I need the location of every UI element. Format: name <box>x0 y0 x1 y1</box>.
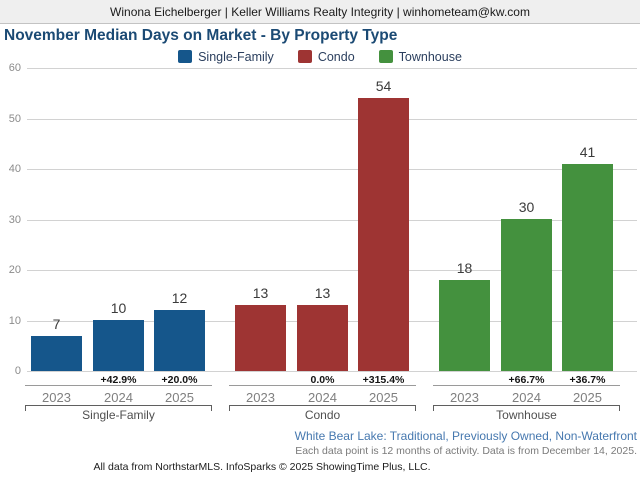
bar-pct-change-label: +20.0% <box>161 374 198 386</box>
group-bracket <box>433 405 620 411</box>
gridline <box>27 270 637 271</box>
legend-swatch-townhouse <box>378 50 393 63</box>
gridline <box>27 119 637 120</box>
x-axis-year-label: 2024 <box>104 390 133 405</box>
bar <box>31 336 82 371</box>
bar-value-label: 7 <box>52 316 61 332</box>
chart-title: November Median Days on Market - By Prop… <box>4 27 398 44</box>
footer-attribution: All data from NorthstarMLS. InfoSparks ©… <box>93 461 431 473</box>
legend-item: Condo <box>297 49 355 64</box>
legend-swatch-single-family <box>178 50 193 63</box>
group-bracket <box>25 405 212 411</box>
x-axis-year-label: 2025 <box>165 390 194 405</box>
group-axis-line <box>433 385 620 386</box>
y-axis-label: 40 <box>8 163 21 175</box>
legend-label: Single-Family <box>198 49 274 64</box>
gridline <box>27 220 637 221</box>
legend-label: Condo <box>317 49 355 64</box>
x-axis-year-label: 2023 <box>42 390 71 405</box>
bar <box>501 219 552 371</box>
bar-value-label: 18 <box>456 260 473 276</box>
bar <box>358 98 409 371</box>
bar-pct-change-label: +66.7% <box>508 374 545 386</box>
y-axis-label: 30 <box>8 214 21 226</box>
gridline <box>27 68 637 69</box>
group-name-label: Condo <box>304 408 341 422</box>
legend-item: Townhouse <box>378 49 462 64</box>
group-name-label: Single-Family <box>82 408 155 422</box>
bar <box>154 310 205 371</box>
footer-location-filter: White Bear Lake: Traditional, Previously… <box>294 429 637 443</box>
footer-data-note: Each data point is 12 months of activity… <box>295 445 637 457</box>
agent-contact-text: Winona Eichelberger | Keller Williams Re… <box>110 4 530 19</box>
legend-label: Townhouse <box>398 49 462 64</box>
group-axis-line <box>25 385 212 386</box>
bar-pct-change-label: 0.0% <box>310 374 335 386</box>
bar <box>93 320 144 371</box>
group-bracket <box>229 405 416 411</box>
gridline <box>27 169 637 170</box>
x-axis-year-label: 2024 <box>512 390 541 405</box>
gridline <box>27 371 637 372</box>
bar-pct-change-label: +315.4% <box>362 374 405 386</box>
y-axis-label: 50 <box>8 113 21 125</box>
bar <box>235 305 286 371</box>
agent-header-bar: Winona Eichelberger | Keller Williams Re… <box>0 0 640 24</box>
x-axis-year-label: 2025 <box>573 390 602 405</box>
bar-value-label: 30 <box>518 199 535 215</box>
x-axis-year-label: 2023 <box>246 390 275 405</box>
bar-value-label: 41 <box>579 144 596 160</box>
bar <box>297 305 348 371</box>
legend-swatch-condo <box>297 50 312 63</box>
y-axis-label: 10 <box>8 315 21 327</box>
bar-value-label: 13 <box>314 285 331 301</box>
group-axis-line <box>229 385 416 386</box>
x-axis-year-label: 2024 <box>308 390 337 405</box>
bar-value-label: 12 <box>171 290 188 306</box>
bar-value-label: 10 <box>110 300 127 316</box>
bar <box>562 164 613 371</box>
bar <box>439 280 490 371</box>
group-name-label: Townhouse <box>496 408 557 422</box>
chart-legend: Single-Family Condo Townhouse <box>0 48 640 65</box>
x-axis-year-label: 2023 <box>450 390 479 405</box>
x-axis-year-label: 2025 <box>369 390 398 405</box>
y-axis-label: 0 <box>14 365 21 377</box>
y-axis-label: 20 <box>8 264 21 276</box>
legend-item: Single-Family <box>178 50 274 64</box>
y-axis-label: 60 <box>8 62 21 74</box>
bar-pct-change-label: +36.7% <box>569 374 606 386</box>
bar-value-label: 54 <box>375 78 392 94</box>
bar-value-label: 13 <box>252 285 269 301</box>
bar-pct-change-label: +42.9% <box>100 374 137 386</box>
